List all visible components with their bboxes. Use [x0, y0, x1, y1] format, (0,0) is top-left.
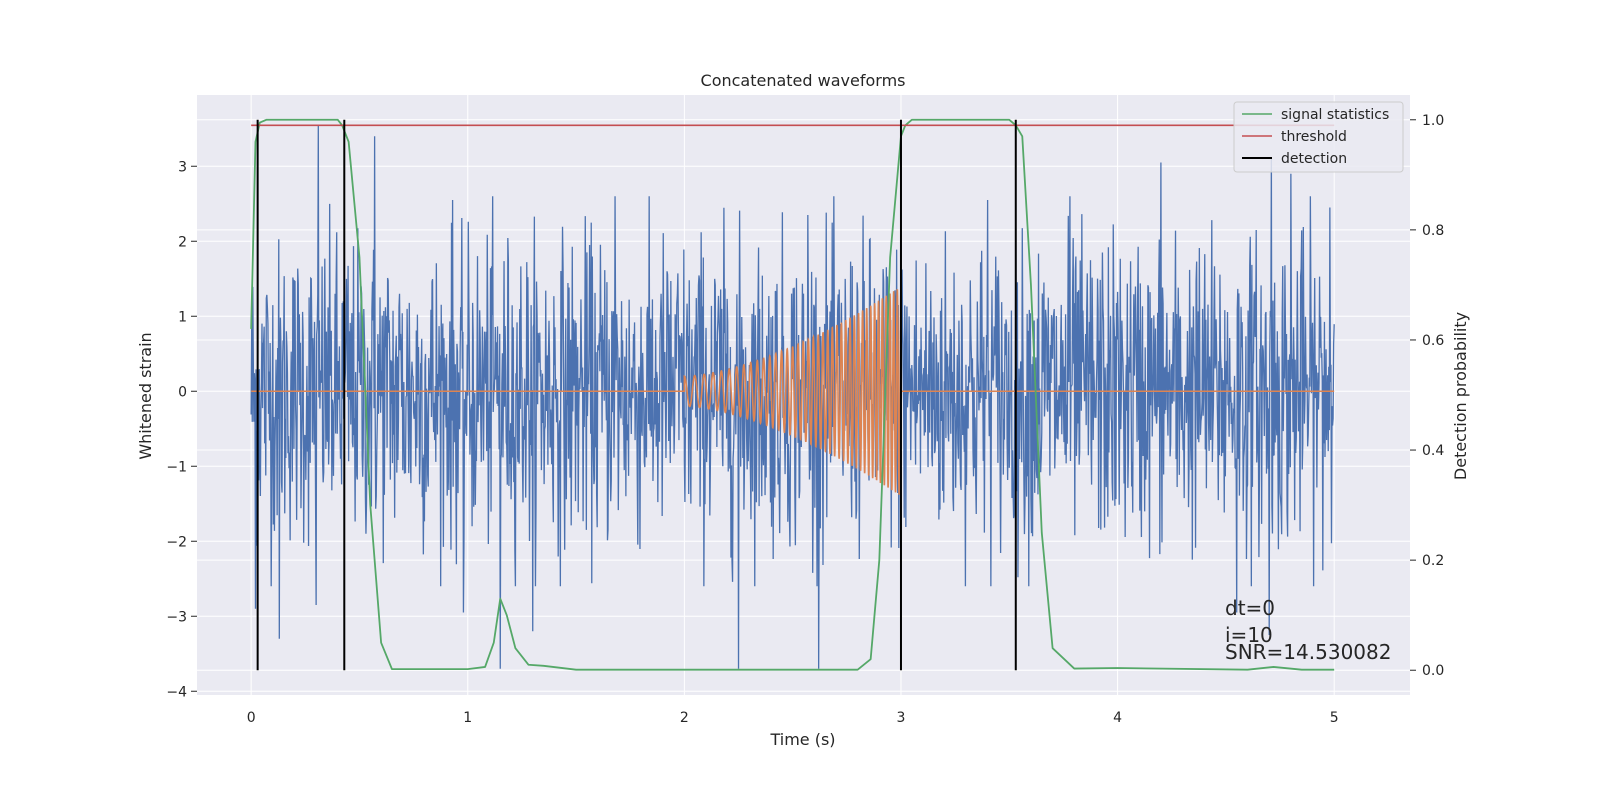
- legend-box: [1233, 101, 1404, 173]
- legend-label-detection: detection: [1281, 151, 1347, 167]
- x-tick-label: 1: [463, 710, 472, 726]
- legend-label-threshold: threshold: [1281, 129, 1347, 145]
- x-tick-label: 0: [247, 710, 256, 726]
- series-signal-statistics: [250, 118, 1335, 671]
- series-whitened-strain: [250, 124, 1335, 669]
- y2-tick-label: 0.2: [1422, 553, 1444, 569]
- y-axis-label: Whitened strain: [136, 332, 155, 459]
- annotation-dt: dt=0: [1225, 596, 1275, 620]
- y-tick-label: −4: [166, 684, 187, 700]
- y-tick-label: 2: [178, 234, 187, 250]
- x-tick-labels: 0 1 2 3 4 5: [247, 710, 1339, 726]
- y2-tick-label: 1.0: [1422, 113, 1444, 129]
- x-tick-label: 2: [680, 710, 689, 726]
- series-injected-chirp: [251, 286, 1335, 495]
- annotation-i: i=10: [1225, 623, 1273, 647]
- x-tick-label: 4: [1113, 710, 1122, 726]
- y-tick-label: 3: [178, 159, 187, 175]
- y-tick-label: −3: [166, 609, 187, 625]
- y2-tick-label: 0.8: [1422, 223, 1444, 239]
- y2-tick-label: 0.4: [1422, 443, 1444, 459]
- y2-tick-label: 0.6: [1422, 333, 1444, 349]
- x-axis-label: Time (s): [769, 730, 835, 749]
- y-tick-label: 1: [178, 309, 187, 325]
- y2-tick-labels: 0.0 0.2 0.4 0.6 0.8 1.0: [1410, 113, 1444, 679]
- series-layer: [250, 118, 1335, 671]
- y-tick-labels: −4 −3 −2 −1 0 1 2 3: [166, 159, 197, 700]
- y-tick-label: 0: [178, 384, 187, 400]
- legend-label-signal-statistics: signal statistics: [1281, 107, 1389, 123]
- y2-axis-label: Detection probability: [1451, 312, 1470, 480]
- y-tick-label: −2: [166, 534, 187, 550]
- y2-tick-label: 0.0: [1422, 663, 1444, 679]
- x-tick-label: 5: [1330, 710, 1339, 726]
- chart-title: Concatenated waveforms: [701, 71, 906, 90]
- y-tick-label: −1: [166, 459, 187, 475]
- legend: signal statistics threshold detection: [1233, 101, 1404, 173]
- x-tick-label: 3: [897, 710, 906, 726]
- annotation-snr: SNR=14.530082: [1225, 640, 1391, 664]
